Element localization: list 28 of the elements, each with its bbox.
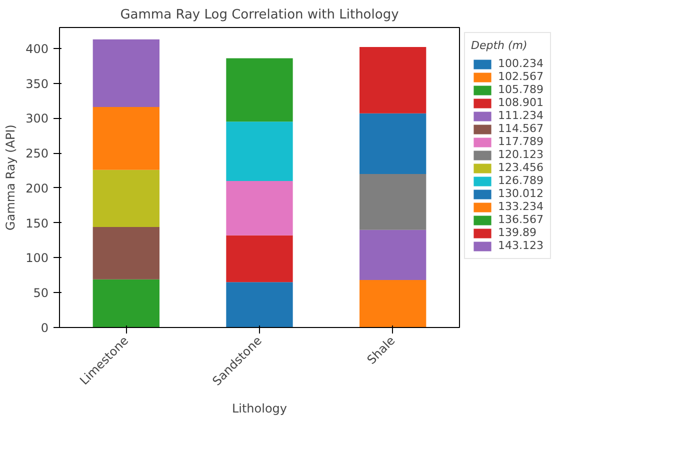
y-tick-label: 150 (26, 216, 48, 230)
legend-label: 105.789 (498, 83, 544, 96)
legend-label: 130.012 (498, 187, 544, 200)
x-axis-title: Lithology (232, 401, 288, 416)
legend-label: 114.567 (498, 122, 544, 135)
y-axis-title: Gamma Ray (API) (4, 124, 18, 230)
legend-title: Depth (m) (471, 39, 528, 52)
y-tick-label: 350 (26, 76, 48, 91)
y-tick-label: 50 (33, 286, 49, 300)
y-tick-label: 0 (40, 321, 49, 335)
y-tick-label: 200 (26, 181, 48, 196)
legend-label: 100.234 (498, 57, 544, 70)
y-tick-label: 250 (26, 146, 48, 161)
legend-label: 117.789 (498, 135, 544, 148)
y-tick-label: 100 (26, 251, 48, 266)
y-tick-label: 400 (26, 42, 48, 56)
y-tick-label: 300 (26, 112, 48, 126)
legend-label: 133.234 (498, 200, 544, 213)
legend-label: 139.89 (498, 226, 536, 239)
legend-label: 123.456 (498, 161, 544, 174)
legend-label: 136.567 (498, 213, 544, 226)
legend-label: 111.234 (498, 109, 544, 122)
legend-label: 102.567 (498, 70, 544, 83)
legend-label: 126.789 (498, 174, 544, 187)
chart-title: Gamma Ray Log Correlation with Lithology (120, 8, 400, 22)
legend-label: 120.123 (498, 148, 544, 161)
legend-label: 143.123 (498, 239, 544, 252)
legend-label: 108.901 (498, 96, 544, 109)
